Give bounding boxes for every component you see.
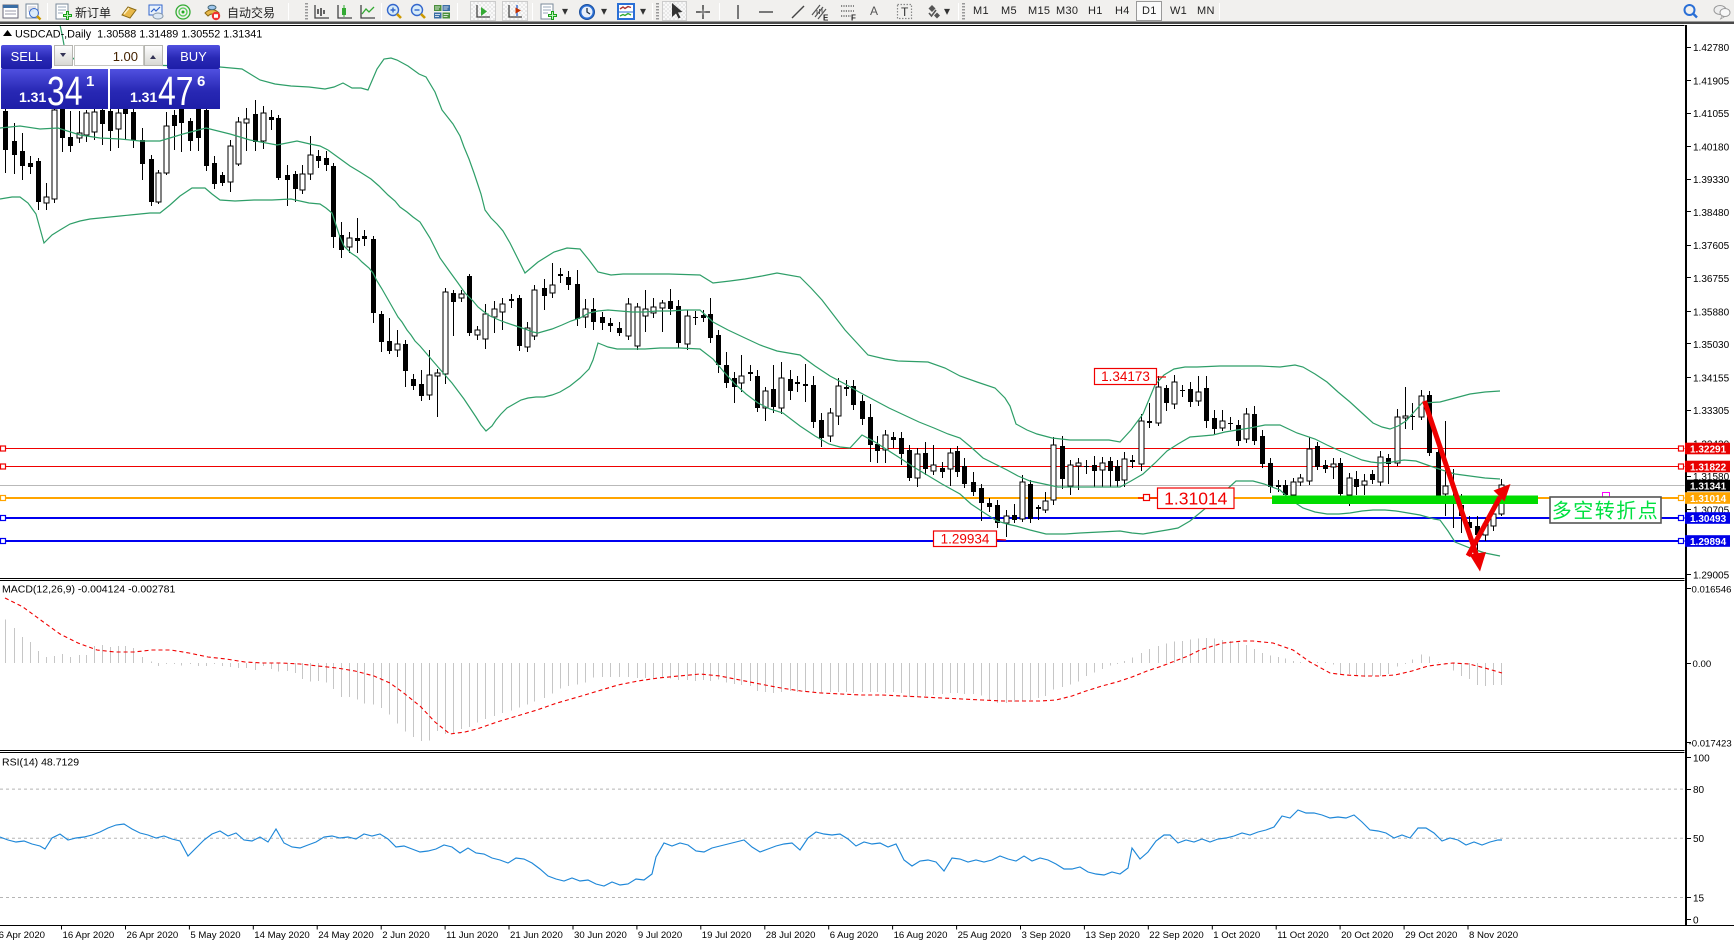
svg-text:1.31580: 1.31580 (1693, 472, 1730, 483)
svg-text:29 Oct 2020: 29 Oct 2020 (1405, 930, 1457, 941)
svg-text:1.30705: 1.30705 (1693, 505, 1730, 516)
svg-text:28 Jul 2020: 28 Jul 2020 (766, 930, 816, 941)
svg-text:15: 15 (1693, 893, 1705, 904)
svg-text:14 May 2020: 14 May 2020 (254, 930, 309, 941)
svg-text:25 Aug 2020: 25 Aug 2020 (958, 930, 1012, 941)
svg-text:1.41055: 1.41055 (1693, 109, 1730, 120)
svg-text:1.29894: 1.29894 (1690, 537, 1727, 548)
svg-text:1.41905: 1.41905 (1693, 77, 1730, 88)
svg-text:F: F (851, 14, 856, 22)
svg-text:20 Oct 2020: 20 Oct 2020 (1341, 930, 1393, 941)
svg-text:1.38480: 1.38480 (1693, 208, 1730, 219)
svg-text:19 Jul 2020: 19 Jul 2020 (702, 930, 752, 941)
svg-text:1.32291: 1.32291 (1690, 444, 1727, 455)
svg-text:6 Aug 2020: 6 Aug 2020 (830, 930, 879, 941)
svg-text:8 Nov 2020: 8 Nov 2020 (1469, 930, 1518, 941)
svg-text:MACD(12,26,9) -0.004124 -0.002: MACD(12,26,9) -0.004124 -0.002781 (2, 584, 176, 596)
svg-text:1.40180: 1.40180 (1693, 143, 1730, 154)
svg-text:1.37605: 1.37605 (1693, 241, 1730, 252)
svg-text:0.016546: 0.016546 (1692, 585, 1732, 596)
svg-text:16 Apr 2020: 16 Apr 2020 (63, 930, 115, 941)
svg-text:16 Aug 2020: 16 Aug 2020 (894, 930, 948, 941)
svg-text:1.36755: 1.36755 (1693, 274, 1730, 285)
svg-text:1 Oct 2020: 1 Oct 2020 (1213, 930, 1260, 941)
svg-text:1.31014: 1.31014 (1164, 488, 1228, 508)
svg-text:多空转折点: 多空转折点 (1552, 500, 1660, 523)
svg-text:1.35030: 1.35030 (1693, 340, 1730, 351)
svg-text:24 May 2020: 24 May 2020 (318, 930, 373, 941)
svg-text:RSI(14) 48.7129: RSI(14) 48.7129 (2, 757, 79, 769)
svg-text:6 Apr 2020: 6 Apr 2020 (0, 930, 45, 941)
svg-text:-0.017423: -0.017423 (1689, 738, 1732, 749)
svg-text:22 Sep 2020: 22 Sep 2020 (1149, 930, 1203, 941)
svg-text:1.33305: 1.33305 (1693, 406, 1730, 417)
svg-text:100: 100 (1693, 753, 1710, 764)
svg-text:1.31341: 1.31341 (1690, 481, 1727, 492)
svg-text:21 Jun 2020: 21 Jun 2020 (510, 930, 563, 941)
svg-text:50: 50 (1693, 834, 1705, 845)
svg-text:5 May 2020: 5 May 2020 (190, 930, 240, 941)
svg-text:1.31014: 1.31014 (1690, 494, 1727, 505)
svg-text:1.31822: 1.31822 (1690, 462, 1727, 473)
svg-text:USDCAD-,Daily 1.30588 1.31489: USDCAD-,Daily 1.30588 1.31489 1.30552 1.… (15, 29, 262, 41)
svg-text:26 Apr 2020: 26 Apr 2020 (127, 930, 179, 941)
svg-text:1.34173: 1.34173 (1101, 369, 1150, 384)
svg-text:0.00: 0.00 (1693, 659, 1712, 670)
svg-text:1.34155: 1.34155 (1693, 373, 1730, 384)
svg-text:11 Oct 2020: 11 Oct 2020 (1277, 930, 1329, 941)
svg-text:3 Sep 2020: 3 Sep 2020 (1022, 930, 1071, 941)
svg-text:0: 0 (1693, 915, 1699, 926)
svg-text:1.39330: 1.39330 (1693, 175, 1730, 186)
svg-text:80: 80 (1693, 785, 1705, 796)
svg-text:1.42780: 1.42780 (1693, 43, 1730, 54)
svg-text:9 Jul 2020: 9 Jul 2020 (638, 930, 682, 941)
svg-text:30 Jun 2020: 30 Jun 2020 (574, 930, 627, 941)
svg-text:1.29005: 1.29005 (1693, 570, 1730, 581)
svg-text:11 Jun 2020: 11 Jun 2020 (446, 930, 498, 941)
svg-text:E: E (823, 14, 829, 22)
svg-text:13 Sep 2020: 13 Sep 2020 (1085, 930, 1139, 941)
svg-text:T: T (901, 5, 909, 19)
svg-text:1.30493: 1.30493 (1690, 514, 1727, 525)
svg-text:2 Jun 2020: 2 Jun 2020 (382, 930, 429, 941)
svg-text:1.29934: 1.29934 (941, 532, 990, 547)
svg-text:1.35880: 1.35880 (1693, 307, 1730, 318)
